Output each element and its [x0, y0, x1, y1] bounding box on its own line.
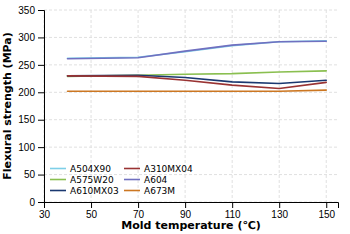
y-tick-label: 250 [18, 60, 35, 71]
grid [44, 10, 338, 202]
x-tick: 90 [180, 202, 192, 220]
legend-item: A673M [124, 186, 175, 196]
legend-label: A504X90 [70, 164, 111, 174]
y-tick-label: 0 [29, 197, 35, 208]
y-tick: 50 [24, 169, 44, 180]
x-tick: 30 [39, 202, 51, 220]
legend-swatch [50, 168, 66, 170]
y-tick-label: 50 [24, 169, 36, 180]
grid-line-x [326, 10, 327, 202]
y-tick-label: 200 [18, 87, 35, 98]
x-tick-mark [326, 202, 327, 208]
x-tick: 70 [133, 202, 145, 220]
chart: 30 50 70 90 110 130 150 0 50 100 150 200 250 300 350 A5… [0, 0, 350, 234]
legend-swatch [124, 190, 140, 192]
legend-swatch [124, 168, 140, 170]
x-tick: 150 [318, 202, 335, 220]
y-tick-label: 300 [18, 32, 35, 43]
legend: A504X90A575W20A610MX03 A310MX04A604A673M [50, 164, 193, 196]
y-tick: 300 [18, 32, 44, 43]
x-tick-label: 50 [86, 209, 98, 220]
legend-label: A604 [144, 175, 168, 185]
y-tick-label: 350 [18, 5, 35, 16]
plot: 30 50 70 90 110 130 150 0 50 100 150 200 250 300 350 A5… [18, 5, 338, 220]
y-tick: 200 [18, 87, 44, 98]
y-tick: 250 [18, 60, 44, 71]
y-tick: 100 [18, 142, 44, 153]
y-axis-line [38, 11, 45, 203]
y-tick-label: 100 [18, 142, 35, 153]
x-tick: 110 [225, 202, 241, 220]
series-line [68, 41, 327, 59]
legend-swatch [50, 190, 66, 192]
x-tick-mark [185, 202, 186, 208]
y-tick-mark [38, 202, 44, 203]
legend-item: A504X90 [50, 164, 111, 174]
x-axis-line [45, 203, 339, 209]
x-tick-mark [138, 202, 139, 208]
grid-line-x [138, 10, 139, 202]
y-tick-mark [38, 147, 44, 148]
grid-line-y [44, 10, 338, 11]
legend-swatch [124, 179, 140, 181]
y-tick: 150 [18, 114, 44, 125]
y-tick-mark [38, 65, 44, 66]
y-tick-mark [38, 37, 44, 38]
grid-line-y [44, 119, 338, 120]
grid-line-y [44, 37, 338, 38]
y-tick: 350 [18, 5, 44, 16]
y-tick-label: 150 [18, 114, 35, 125]
legend-label: A575W20 [70, 175, 114, 185]
x-axis-title: Mold temperature (℃) [121, 219, 261, 232]
legend-label: A310MX04 [144, 164, 193, 174]
y-axis: 0 50 100 150 200 250 300 350 [18, 5, 44, 208]
x-tick-mark [232, 202, 233, 208]
x-axis: 30 50 70 90 110 130 150 [39, 202, 339, 220]
legend-label: A673M [144, 186, 175, 196]
y-tick-mark [38, 175, 44, 176]
x-tick: 50 [86, 202, 98, 220]
series-line [68, 41, 327, 59]
legend-item: A310MX04 [124, 164, 193, 174]
legend-item: A604 [124, 175, 168, 185]
series-line [68, 90, 327, 91]
lines [68, 41, 327, 91]
y-axis-title: Flexural strength (MPa) [1, 32, 14, 180]
y-tick: 0 [29, 197, 44, 208]
x-tick: 130 [271, 202, 288, 220]
grid-line-y [44, 64, 338, 65]
x-tick-label: 30 [39, 209, 51, 220]
y-tick-mark [38, 92, 44, 93]
grid-line-x [232, 10, 233, 202]
x-tick-mark [279, 202, 280, 208]
y-tick-mark [38, 10, 44, 11]
legend-item: A610MX03 [50, 186, 119, 196]
grid-line-y [44, 147, 338, 148]
y-tick-mark [38, 120, 44, 121]
legend-item: A575W20 [50, 175, 114, 185]
legend-swatch [50, 179, 66, 181]
series-line [68, 76, 327, 89]
grid-line-x [279, 10, 280, 202]
x-tick-mark [91, 202, 92, 208]
x-tick-label: 130 [271, 209, 288, 220]
legend-label: A610MX03 [70, 186, 119, 196]
x-tick-label: 150 [318, 209, 335, 220]
